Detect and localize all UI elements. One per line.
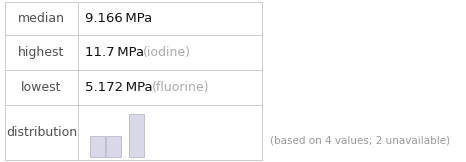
Text: lowest: lowest [21, 81, 62, 94]
Text: 11.7 MPa: 11.7 MPa [85, 46, 144, 59]
Text: 9.166 MPa: 9.166 MPa [85, 12, 152, 25]
Bar [129, 114, 144, 157]
Bar [90, 136, 105, 157]
Bar [106, 136, 121, 157]
Text: (iodine): (iodine) [143, 46, 191, 59]
Text: median: median [18, 12, 65, 25]
Text: (fluorine): (fluorine) [152, 81, 210, 94]
Text: distribution: distribution [6, 126, 77, 139]
Text: (based on 4 values; 2 unavailable): (based on 4 values; 2 unavailable) [270, 136, 450, 146]
Text: highest: highest [18, 46, 65, 59]
Text: 5.172 MPa: 5.172 MPa [85, 81, 153, 94]
